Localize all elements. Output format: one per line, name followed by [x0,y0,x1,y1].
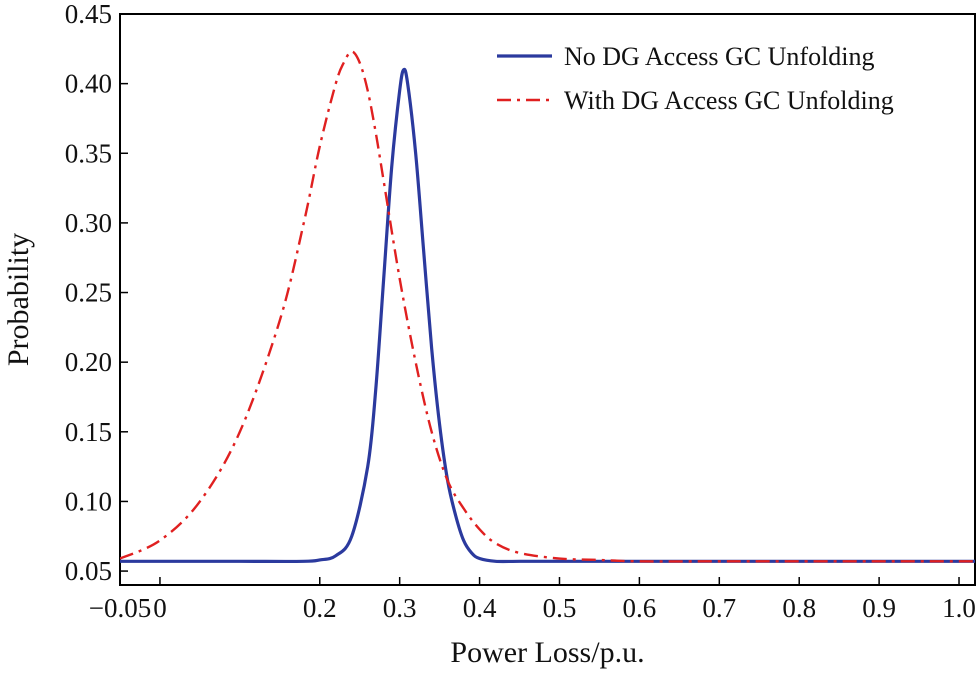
series-line-no-dg [120,67,975,564]
legend-label-no-dg: No DG Access GC Unfolding [564,42,875,71]
y-tick-label: 0.25 [65,278,112,308]
y-axis-title: Probability [2,233,35,366]
x-tick-label: 0.2 [303,593,337,623]
y-tick-label: 0.35 [65,138,112,168]
y-tick-label: 0.30 [65,208,112,238]
x-tick-label: −0.05 [89,593,151,623]
legend: No DG Access GC Unfolding With DG Access… [497,42,894,115]
x-tick-label: 0.6 [623,593,657,623]
axis-layer: −0.05 0 0.2 0.3 0.4 0.5 0.6 0.7 0.8 0.9 1.0 0.05 0.1… [65,0,976,623]
x-tick-label: 0.4 [463,593,497,623]
x-tick-label: 1.0 [942,593,976,623]
x-tick-label: 0.5 [543,593,577,623]
y-tick-label: 0.40 [65,69,112,99]
series-layer [120,50,975,564]
y-tick-label: 0.20 [65,347,112,377]
x-tick-label: 0.8 [782,593,816,623]
series-line-with-dg [120,50,975,563]
legend-label-with-dg: With DG Access GC Unfolding [564,86,894,115]
x-tick-label: 0.3 [383,593,417,623]
x-tick-label: 0.7 [702,593,736,623]
x-tick-label: 0.9 [862,593,896,623]
x-tick-label: 0 [153,593,167,623]
x-axis-title: Power Loss/p.u. [450,636,644,669]
y-tick-label: 0.10 [65,486,112,516]
y-tick-label: 0.05 [65,556,112,586]
y-tick-label: 0.45 [65,0,112,29]
plot-frame [119,13,976,586]
y-tick-label: 0.15 [65,417,112,447]
